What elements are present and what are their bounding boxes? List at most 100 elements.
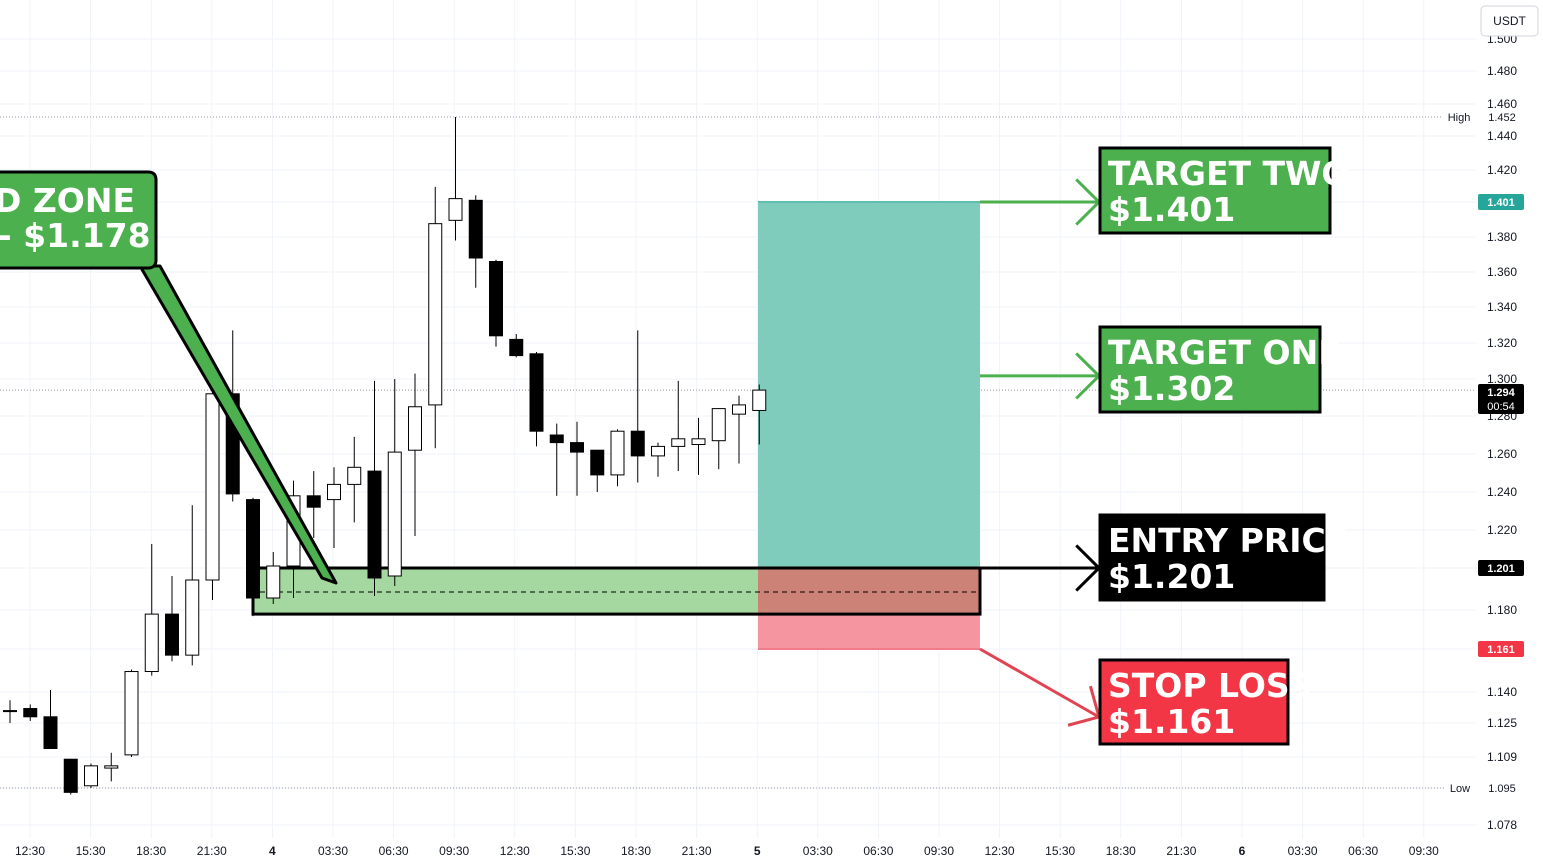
candle bbox=[43, 689, 58, 749]
price-tick-label: 1.140 bbox=[1487, 685, 1517, 699]
time-tick-label: 09:30 bbox=[924, 844, 954, 858]
target-one-box-background bbox=[1098, 325, 1322, 414]
time-tick-label: 09:30 bbox=[1409, 844, 1439, 858]
candle bbox=[752, 384, 767, 445]
candles bbox=[3, 117, 767, 795]
price-tick-label: 1.380 bbox=[1487, 230, 1517, 244]
candle bbox=[23, 704, 38, 721]
candle bbox=[448, 117, 463, 241]
candle bbox=[468, 195, 483, 288]
price-tick-label: 1.109 bbox=[1487, 750, 1517, 764]
low-value: 1.095 bbox=[1488, 783, 1516, 795]
candle-body-bearish bbox=[590, 449, 605, 476]
currency-button[interactable]: USDT bbox=[1480, 5, 1539, 37]
candle-body-bearish bbox=[306, 495, 321, 508]
entry-axis-tag: 1.201 bbox=[1478, 560, 1524, 576]
candle-body-bearish bbox=[165, 613, 179, 656]
candle-body-bullish bbox=[448, 198, 463, 221]
time-tick-label: 18:30 bbox=[136, 844, 166, 858]
candle-body-bullish bbox=[651, 445, 665, 457]
time-tick-label: 12:30 bbox=[15, 844, 45, 858]
price-tick-label: 1.220 bbox=[1487, 523, 1517, 537]
candle bbox=[610, 429, 625, 487]
time-tick-label: 12:30 bbox=[985, 844, 1015, 858]
candle bbox=[63, 758, 78, 795]
candle-body-bullish bbox=[387, 451, 402, 577]
candle bbox=[408, 373, 422, 536]
candle-body-bearish bbox=[468, 199, 483, 259]
candle bbox=[266, 552, 281, 604]
candle-body-bullish bbox=[144, 613, 159, 673]
target-two-box-price: $1.401 bbox=[1108, 190, 1235, 229]
demand-callout-title: D ZONE bbox=[0, 181, 135, 220]
candle bbox=[84, 763, 98, 788]
target-zone bbox=[758, 202, 980, 568]
candle bbox=[124, 669, 139, 757]
target-one-box-price: $1.302 bbox=[1108, 369, 1235, 408]
candle-body-bearish bbox=[43, 716, 58, 749]
high-marker: High 1.452 bbox=[1442, 109, 1526, 125]
entry-box-title: ENTRY PRICE bbox=[1108, 521, 1348, 560]
time-tick-label: 6 bbox=[1239, 844, 1246, 858]
candle-body-bullish bbox=[711, 408, 726, 442]
candle bbox=[165, 576, 179, 662]
candle-body-bullish bbox=[408, 406, 422, 451]
candle-body-bearish bbox=[489, 261, 503, 337]
low-label: Low bbox=[1450, 783, 1470, 795]
time-tick-label: 06:30 bbox=[863, 844, 893, 858]
candle-body-bullish bbox=[266, 565, 281, 599]
candle-body-bearish bbox=[529, 353, 544, 432]
price-tick-label: 1.480 bbox=[1487, 64, 1517, 78]
time-tick-label: 03:30 bbox=[803, 844, 833, 858]
time-tick-label: 18:30 bbox=[621, 844, 651, 858]
price-tick-label: 1.420 bbox=[1487, 163, 1517, 177]
demand-callout-price: - $1.178 bbox=[0, 216, 151, 255]
candle-body-bullish bbox=[104, 765, 119, 769]
time-tick-label: 03:30 bbox=[318, 844, 348, 858]
candle bbox=[651, 442, 665, 477]
time-tick-label: 4 bbox=[269, 844, 276, 858]
candle-body-bullish bbox=[732, 404, 746, 415]
candle-body-bullish bbox=[691, 438, 706, 445]
time-axis[interactable]: 12:30 15:30 18:30 21:30 4 03:30 06:30 09:30 12:3… bbox=[15, 844, 1439, 858]
price-axis[interactable]: 1.078 1.109 1.125 1.140 1.180 1.220 1.240 1.260… bbox=[1476, 0, 1543, 867]
candle-body-bearish bbox=[630, 430, 645, 457]
entry-box: ENTRY PRICE$1.201 bbox=[1098, 513, 1348, 602]
candle bbox=[205, 368, 220, 600]
entry-box-background bbox=[1098, 513, 1326, 602]
target-two-box-background bbox=[1098, 146, 1332, 235]
currency-label: USDT bbox=[1493, 14, 1526, 28]
candle bbox=[732, 395, 746, 464]
candle-body-bearish bbox=[570, 442, 584, 453]
stop-loss-box-price: $1.161 bbox=[1108, 702, 1235, 741]
candle-body-bullish bbox=[84, 765, 98, 787]
time-tick-label: 15:30 bbox=[76, 844, 106, 858]
candle bbox=[428, 186, 443, 449]
candle-body-bullish bbox=[428, 223, 443, 406]
current-price-tag: 1.294 00:54 bbox=[1478, 384, 1524, 414]
price-tick-label: 1.460 bbox=[1487, 97, 1517, 111]
candle bbox=[387, 379, 402, 586]
candle-body-bullish bbox=[124, 671, 139, 756]
time-tick-label: 03:30 bbox=[1288, 844, 1318, 858]
stop-loss-axis-value: 1.161 bbox=[1487, 644, 1515, 656]
candle-body-bullish bbox=[3, 710, 17, 713]
target-two-box-title: TARGET TWO bbox=[1108, 154, 1350, 193]
candle bbox=[327, 467, 341, 548]
candle bbox=[529, 352, 544, 447]
stop-loss-axis-tag: 1.161 bbox=[1478, 641, 1524, 657]
target-two-axis-value: 1.401 bbox=[1487, 197, 1515, 209]
demand-stop-overlap bbox=[758, 568, 980, 615]
stop-loss-arrow-line bbox=[979, 647, 1100, 719]
candle bbox=[549, 423, 564, 496]
candle-body-bearish bbox=[549, 434, 564, 444]
time-tick-label: 06:30 bbox=[379, 844, 409, 858]
candle bbox=[489, 259, 503, 347]
position-zones bbox=[251, 201, 982, 650]
candle-body-bullish bbox=[347, 466, 362, 485]
time-tick-label: 5 bbox=[754, 844, 761, 858]
price-axis-ticks: 1.078 1.109 1.125 1.140 1.180 1.220 1.240 1.260… bbox=[1487, 32, 1517, 832]
time-tick-label: 09:30 bbox=[439, 844, 469, 858]
candle-body-bearish bbox=[367, 470, 382, 579]
